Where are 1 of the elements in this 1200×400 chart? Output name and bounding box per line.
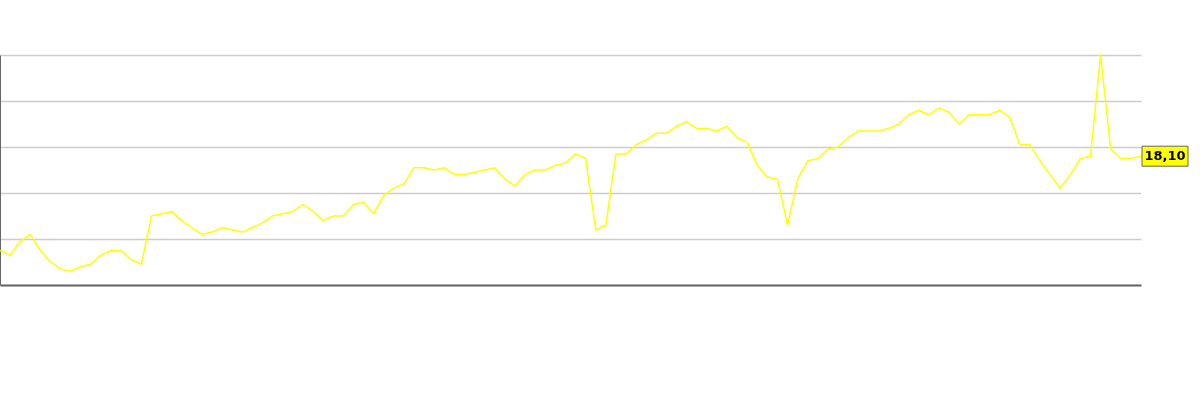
- text: 18,10: [1144, 148, 1186, 164]
